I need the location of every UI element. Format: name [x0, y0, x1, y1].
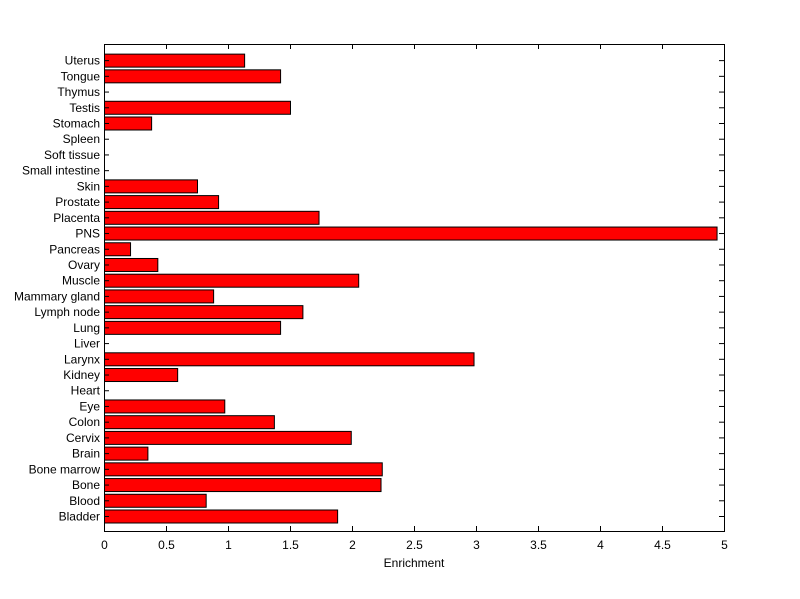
bar-bladder	[104, 509, 339, 524]
y-tick-label-testis: Testis	[69, 101, 100, 115]
x-tick-label: 3.5	[530, 538, 547, 552]
bar-blood	[104, 493, 207, 508]
bar-uterus	[104, 53, 246, 68]
y-tick-label-larynx: Larynx	[64, 352, 100, 366]
bar-bone	[104, 478, 382, 493]
plot-frame	[104, 44, 725, 532]
bar-bone-marrow	[104, 462, 383, 477]
y-tick-label-uterus: Uterus	[65, 54, 100, 68]
bar-mammary-gland	[104, 289, 215, 304]
y-tick-label-skin: Skin	[77, 179, 100, 193]
bar-muscle	[104, 273, 360, 288]
y-tick-label-small-intestine: Small intestine	[22, 164, 100, 178]
bar-larynx	[104, 352, 475, 367]
y-tick-label-bone-marrow: Bone marrow	[29, 462, 101, 476]
bar-tongue	[104, 69, 282, 84]
bar-kidney	[104, 368, 179, 383]
y-tick-label-stomach: Stomach	[53, 117, 100, 131]
y-tick-label-colon: Colon	[69, 415, 100, 429]
x-tick-label: 2.5	[406, 538, 423, 552]
bar-colon	[104, 415, 275, 430]
bar-pns	[104, 226, 718, 241]
y-tick-label-brain: Brain	[72, 447, 100, 461]
y-tick-label-spleen: Spleen	[63, 132, 100, 146]
y-tick-label-mammary-gland: Mammary gland	[14, 289, 100, 303]
bars-layer	[104, 53, 718, 524]
y-tick-label-placenta: Placenta	[53, 211, 100, 225]
y-tick-label-lymph-node: Lymph node	[34, 305, 100, 319]
y-tick-label-kidney: Kidney	[63, 368, 100, 382]
bar-stomach	[104, 116, 153, 131]
y-tick-label-soft-tissue: Soft tissue	[44, 148, 100, 162]
x-tick-label: 0.5	[158, 538, 175, 552]
bar-cervix	[104, 430, 352, 445]
y-tick-label-cervix: Cervix	[66, 431, 100, 445]
bar-lymph-node	[104, 305, 304, 320]
y-tick-label-prostate: Prostate	[55, 195, 100, 209]
y-tick-label-eye: Eye	[79, 399, 100, 413]
y-tick-label-liver: Liver	[74, 337, 100, 351]
ticks-layer	[104, 44, 725, 531]
y-tick-label-pns: PNS	[75, 227, 100, 241]
x-tick-label: 1	[225, 538, 232, 552]
x-tick-label: 5	[721, 538, 728, 552]
y-tick-label-heart: Heart	[71, 384, 101, 398]
bar-lung	[104, 320, 282, 335]
y-tick-label-lung: Lung	[73, 321, 100, 335]
y-tick-label-tongue: Tongue	[61, 69, 101, 83]
x-tick-label: 2	[349, 538, 356, 552]
bar-placenta	[104, 210, 320, 225]
bar-testis	[104, 100, 291, 115]
bar-brain	[104, 446, 149, 461]
x-tick-label: 4.5	[654, 538, 671, 552]
x-tick-label: 4	[597, 538, 604, 552]
y-tick-label-thymus: Thymus	[57, 85, 100, 99]
y-tick-label-blood: Blood	[69, 494, 100, 508]
y-tick-label-bladder: Bladder	[59, 510, 100, 524]
bar-prostate	[104, 195, 220, 210]
y-tick-label-bone: Bone	[72, 478, 100, 492]
x-axis-title: Enrichment	[384, 556, 445, 570]
bar-skin	[104, 179, 198, 194]
y-tick-label-pancreas: Pancreas	[49, 242, 100, 256]
y-tick-label-ovary: Ovary	[68, 258, 100, 272]
y-tick-label-muscle: Muscle	[62, 274, 100, 288]
x-tick-label: 0	[101, 538, 108, 552]
bar-eye	[104, 399, 226, 414]
x-tick-label: 3	[473, 538, 480, 552]
x-tick-label: 1.5	[282, 538, 299, 552]
bar-ovary	[104, 257, 159, 272]
